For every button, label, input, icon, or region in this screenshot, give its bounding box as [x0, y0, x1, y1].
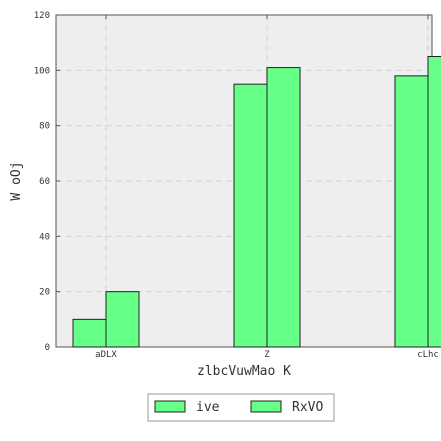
x-tick-label: cLhc: [417, 350, 439, 360]
legend: ive RxVO: [147, 393, 335, 422]
y-tick-label: 60: [39, 177, 50, 187]
y-tick-label: 20: [39, 288, 50, 298]
x-axis-label: zlbcVuwMao K: [197, 364, 291, 379]
bar-RxVO-aDLX: [105, 291, 140, 348]
bar-ive-cLhc: [394, 75, 429, 348]
bars: [72, 56, 441, 348]
legend-swatch: [154, 400, 186, 413]
y-axis-label: W oOj: [9, 161, 24, 200]
y-tick-label: 120: [34, 11, 50, 21]
bar-RxVO-cLhc: [427, 56, 441, 348]
legend-swatch: [250, 400, 282, 413]
y-tick-label: 100: [34, 66, 50, 76]
y-tick-label: 40: [39, 232, 50, 242]
bar-ive-aDLX: [72, 318, 107, 348]
legend-label: RxVO: [292, 400, 323, 415]
y-tick-labels: 0 20 40 60 80 100 120: [34, 11, 50, 353]
bar-ive-Z: [233, 83, 268, 348]
y-tick-label: 80: [39, 122, 50, 132]
bar-RxVO-Z: [266, 67, 301, 348]
x-tick-label: Z: [264, 350, 270, 360]
y-tick-label: 0: [45, 343, 50, 353]
legend-label: ive: [196, 400, 220, 415]
x-tick-label: aDLX: [95, 350, 117, 360]
